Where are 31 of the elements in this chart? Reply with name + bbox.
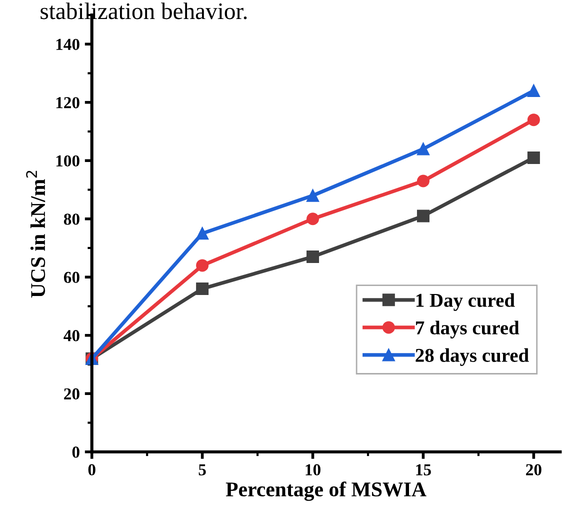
annotation: stabilization behavior.	[40, 2, 247, 20]
x-tick-label: 0	[88, 464, 96, 476]
point	[196, 282, 209, 296]
x-axis-title: Percentage of MSWIA	[226, 482, 426, 501]
x-tick-label: 5	[198, 464, 206, 476]
point	[306, 189, 320, 202]
legend-label: 7 days cured	[416, 320, 520, 338]
y-tick-label: 140	[56, 38, 80, 50]
legend-label: 1 Day cured	[416, 293, 515, 311]
y-tick-label: 0	[72, 446, 80, 458]
point	[527, 84, 540, 97]
x-tick-label: 10	[306, 464, 320, 476]
x-tick-label: 15	[416, 464, 431, 476]
point	[306, 250, 320, 263]
point	[527, 114, 540, 126]
point	[527, 151, 540, 164]
y-tick-label: 40	[64, 330, 80, 342]
y-tick-label: 80	[64, 214, 80, 225]
y-tick-label: 100	[56, 155, 80, 167]
point	[196, 227, 209, 240]
point	[416, 142, 430, 156]
point	[416, 210, 430, 222]
y-tick-label: 60	[64, 272, 80, 284]
x-tick-label: 20	[526, 464, 542, 476]
point	[306, 212, 320, 226]
point	[196, 259, 209, 272]
y-tick-label: 20	[64, 388, 80, 400]
y-tick-label: 120	[56, 97, 80, 108]
point	[416, 174, 430, 188]
legend-label: 28 days cured	[416, 348, 529, 366]
y-axis-title: UCS in kN/m$^{2}$	[26, 170, 46, 298]
